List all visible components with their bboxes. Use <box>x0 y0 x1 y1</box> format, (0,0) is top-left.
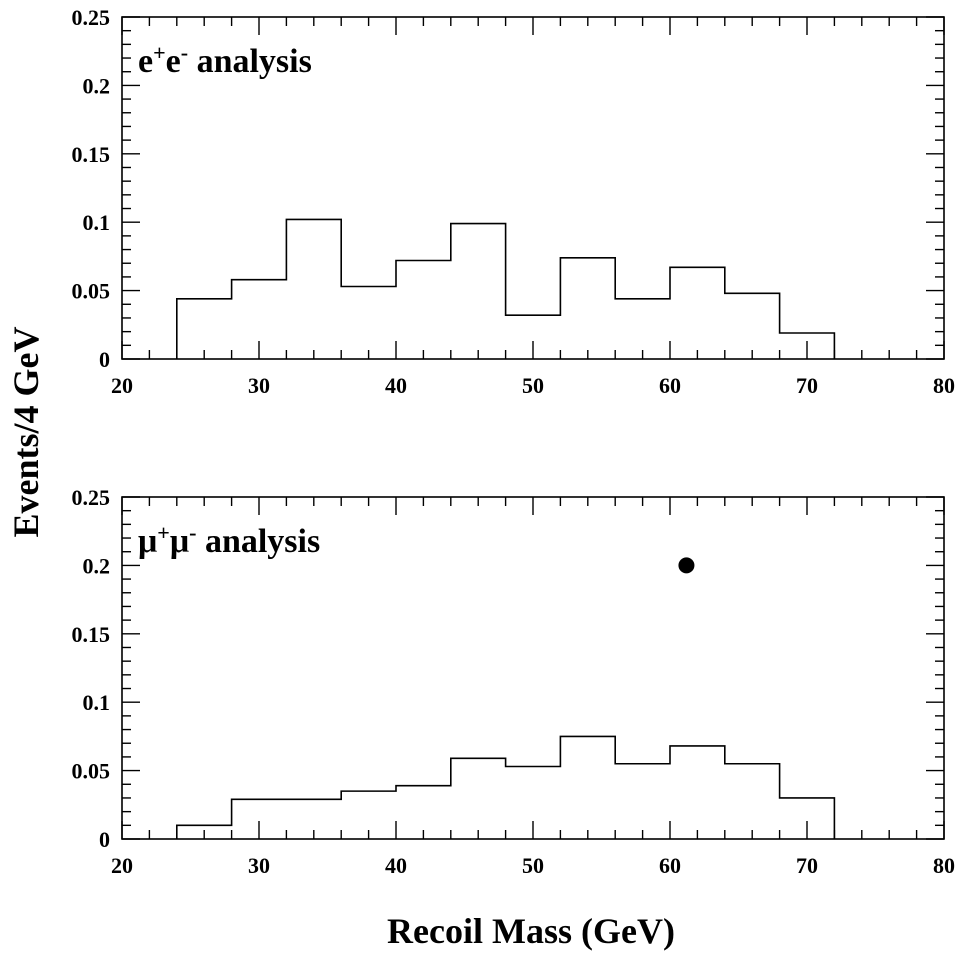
x-tick-label: 40 <box>385 373 407 398</box>
x-tick-label: 40 <box>385 853 407 878</box>
x-tick-label: 50 <box>522 853 544 878</box>
y-tick-label: 0 <box>99 347 110 372</box>
histogram-bin <box>725 764 780 839</box>
histogram-bin <box>725 293 780 359</box>
x-tick-label: 70 <box>796 853 818 878</box>
histogram-bin <box>560 736 615 839</box>
histogram-bin <box>670 746 725 839</box>
histogram-bin <box>396 261 451 359</box>
y-tick-label: 0.05 <box>72 759 111 784</box>
panel-label: e+e- analysis <box>138 40 312 80</box>
panel-label-text: μ <box>138 523 157 560</box>
histogram-bin <box>615 299 670 359</box>
histogram-bin <box>451 224 506 359</box>
x-tick-label: 50 <box>522 373 544 398</box>
histogram-bin <box>670 267 725 359</box>
data-point <box>678 557 695 574</box>
histogram-series <box>176 218 836 359</box>
panel-label-superscript: + <box>153 40 166 65</box>
histogram-bin <box>560 258 615 359</box>
x-tick-label: 60 <box>659 373 681 398</box>
panel-label-text: analysis <box>196 523 320 560</box>
panel-label-text: e <box>166 43 181 80</box>
panel-label-superscript: + <box>157 520 170 545</box>
y-axis-title: Events/4 GeV <box>6 327 46 538</box>
panel-label-superscript: - <box>189 520 196 545</box>
y-tick-label: 0.2 <box>83 553 111 578</box>
x-axis-title: Recoil Mass (GeV) <box>387 911 675 951</box>
y-tick-label: 0.25 <box>72 485 111 510</box>
y-tick-label: 0.2 <box>83 73 111 98</box>
x-tick-label: 30 <box>248 853 270 878</box>
panel-label-text: μ <box>170 523 189 560</box>
x-tick-label: 70 <box>796 373 818 398</box>
y-tick-label: 0.1 <box>83 210 111 235</box>
x-tick-label: 30 <box>248 373 270 398</box>
y-tick-label: 0.1 <box>83 690 111 715</box>
x-tick-label: 80 <box>933 373 955 398</box>
x-tick-label: 60 <box>659 853 681 878</box>
histogram-bin <box>286 219 341 359</box>
histogram-bin <box>341 286 396 359</box>
y-tick-label: 0.15 <box>72 142 111 167</box>
panel-label-text: e <box>138 43 153 80</box>
y-tick-label: 0.25 <box>72 5 111 30</box>
histogram-series <box>176 735 836 839</box>
panel-label-text: analysis <box>188 43 312 80</box>
y-tick-label: 0 <box>99 827 110 852</box>
panel-label: μ+μ- analysis <box>138 520 320 560</box>
histogram-bin <box>177 299 232 359</box>
x-tick-label: 20 <box>111 373 133 398</box>
y-tick-label: 0.15 <box>72 622 111 647</box>
x-tick-label: 20 <box>111 853 133 878</box>
y-tick-label: 0.05 <box>72 279 111 304</box>
histogram-bin <box>451 758 506 839</box>
panel-label-superscript: - <box>181 40 188 65</box>
histogram-bin <box>615 764 670 839</box>
x-tick-label: 80 <box>933 853 955 878</box>
